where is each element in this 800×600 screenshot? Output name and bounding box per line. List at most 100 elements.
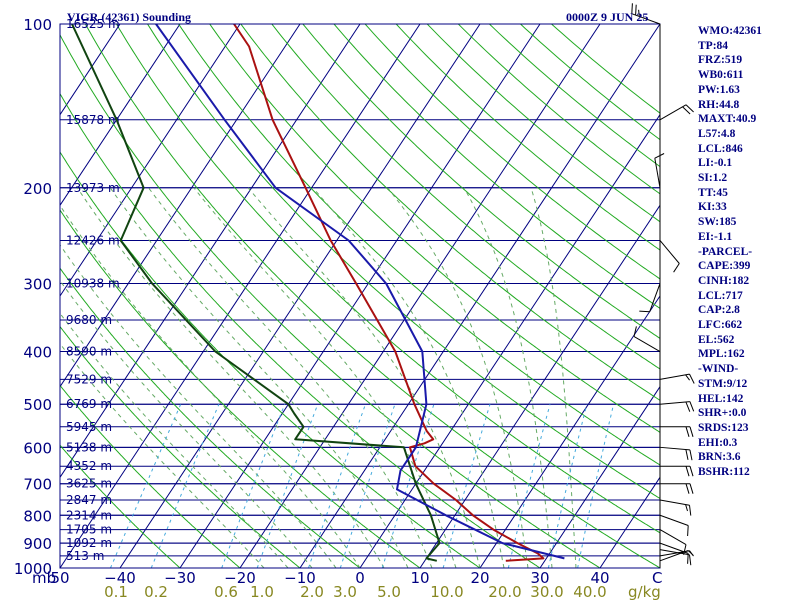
mixing-ratio-line bbox=[381, 404, 435, 568]
mixing-ratio-line bbox=[221, 404, 286, 568]
dry-adiabat-line bbox=[60, 209, 421, 568]
pressure-tick-label: 900 bbox=[23, 535, 52, 553]
temperature-tick-label: 20 bbox=[470, 569, 489, 587]
dry-adiabat-line bbox=[364, 24, 660, 280]
isotherm-line bbox=[60, 24, 181, 207]
temperature-tick-label: 10 bbox=[410, 569, 429, 587]
stat-item: SW:185 bbox=[698, 216, 737, 229]
wind-barb bbox=[659, 426, 694, 437]
height-level-label: 5138 m bbox=[66, 440, 112, 454]
stat-item: LI:-0.1 bbox=[698, 157, 733, 170]
mixing-ratio-label: 3.0 bbox=[333, 583, 357, 600]
height-level-label: 1705 m bbox=[66, 523, 112, 537]
stat-item: -WIND- bbox=[698, 363, 739, 376]
wind-barb bbox=[659, 483, 694, 494]
dry-adiabat-line bbox=[271, 24, 660, 370]
wind-barb bbox=[659, 373, 695, 384]
moist-adiabat-line bbox=[60, 204, 361, 568]
isotherm-line bbox=[239, 24, 601, 568]
stat-item: CAP:2.8 bbox=[698, 304, 740, 317]
stat-item: MAXT:40.9 bbox=[698, 113, 757, 126]
pressure-tick-label: 1000 bbox=[14, 560, 52, 578]
mixing-ratio-label: 30.0 bbox=[530, 583, 563, 600]
stat-item: TT:45 bbox=[698, 186, 728, 199]
mixing-ratio-line bbox=[308, 404, 366, 568]
wind-barb bbox=[659, 529, 687, 555]
moist-adiabat-line bbox=[76, 187, 385, 568]
height-level-label: 513 m bbox=[66, 549, 104, 563]
temperature-trace bbox=[233, 24, 545, 562]
stat-item: HEL:142 bbox=[698, 392, 744, 405]
isotherm-line bbox=[539, 385, 660, 568]
stat-item: PW:1.63 bbox=[698, 83, 740, 96]
stat-item: CINH:182 bbox=[698, 274, 750, 287]
moist-adiabat-line bbox=[109, 187, 409, 568]
isotherm-line bbox=[119, 24, 481, 568]
dry-adiabat-line bbox=[60, 92, 541, 568]
mixing-ratio-label: 5.0 bbox=[377, 583, 401, 600]
mixing-ratio-line bbox=[150, 404, 220, 568]
dry-adiabat-line bbox=[60, 384, 241, 568]
moist-adiabat-line bbox=[463, 187, 553, 568]
temperature-tick-label: −40 bbox=[104, 569, 136, 587]
isotherm-line bbox=[60, 24, 421, 568]
temperature-tick-label: 50 bbox=[50, 569, 69, 587]
mixing-ratio-line bbox=[442, 404, 491, 568]
moist-adiabat-line bbox=[387, 187, 529, 568]
pressure-tick-label: 400 bbox=[23, 344, 52, 362]
mixing-ratio-label: 1.0 bbox=[250, 583, 274, 600]
height-level-label: 3625 m bbox=[66, 477, 112, 491]
pressure-tick-label: 800 bbox=[23, 507, 52, 525]
height-level-label: 2314 m bbox=[66, 508, 112, 522]
moist-adiabat-line bbox=[148, 187, 433, 568]
chart-title: VIGR (42361) Sounding bbox=[67, 10, 192, 24]
height-level-label: 15878 m bbox=[66, 113, 120, 127]
height-level-label: 10938 m bbox=[66, 277, 120, 291]
stability-indices-list: WMO:42361 TP:84 FRZ:519 WB0:611 PW:1.63 RH:44… bbox=[698, 24, 798, 480]
dry-adiabat-line bbox=[302, 24, 660, 339]
wind-barb bbox=[659, 514, 689, 537]
wind-barb bbox=[659, 401, 695, 412]
mixing-ratio-line bbox=[110, 404, 182, 568]
stat-item: WB0:611 bbox=[698, 69, 744, 82]
wind-barb bbox=[654, 153, 665, 188]
mixing-ratio-unit: g/kg bbox=[628, 583, 661, 600]
mixing-ratio-label: 40.0 bbox=[573, 583, 606, 600]
stat-item: WMO:42361 bbox=[698, 25, 762, 37]
wind-barb bbox=[631, 3, 661, 25]
height-level-label: 7529 m bbox=[66, 372, 112, 386]
isotherm-line bbox=[419, 204, 660, 568]
stat-item: SHR+:0.0 bbox=[698, 407, 747, 420]
mixing-ratio-label: 0.6 bbox=[214, 583, 238, 600]
dry-adiabat-line bbox=[116, 24, 660, 534]
height-level-label: 1092 m bbox=[66, 536, 112, 550]
moist-adiabat-line bbox=[247, 187, 481, 568]
wind-barb bbox=[633, 326, 661, 352]
stat-item: STM:9/12 bbox=[698, 377, 748, 390]
dry-adiabat-line bbox=[84, 24, 660, 568]
temperature-unit-label: C bbox=[652, 569, 662, 587]
mixing-ratio-label: 10.0 bbox=[430, 583, 463, 600]
isotherm-line bbox=[60, 24, 241, 297]
dry-adiabat-line bbox=[240, 24, 660, 401]
moist-adiabat-line bbox=[530, 187, 577, 568]
height-level-label: 9680 m bbox=[66, 313, 112, 327]
height-level-label: 5945 m bbox=[66, 420, 112, 434]
wind-barb bbox=[659, 499, 692, 516]
wind-barb bbox=[659, 465, 694, 477]
isotherm-line bbox=[60, 24, 301, 388]
pressure-unit-label: mb bbox=[32, 569, 56, 587]
stat-item: CAPE:399 bbox=[698, 260, 751, 273]
pressure-tick-label: 200 bbox=[23, 180, 52, 198]
pressure-tick-label: 100 bbox=[23, 16, 52, 34]
pressure-tick-label: 500 bbox=[23, 396, 52, 414]
mixing-ratio-label: 2.0 bbox=[300, 583, 324, 600]
height-level-label: 2847 m bbox=[66, 493, 112, 507]
stat-item: SRDS:123 bbox=[698, 421, 749, 434]
height-level-label: 13973 m bbox=[66, 181, 120, 195]
mixing-ratio-line bbox=[507, 404, 551, 568]
temperature-tick-label: −10 bbox=[284, 569, 316, 587]
wind-barb bbox=[659, 104, 694, 121]
temperature-tick-label: 0 bbox=[355, 569, 365, 587]
wind-barb bbox=[659, 446, 693, 461]
